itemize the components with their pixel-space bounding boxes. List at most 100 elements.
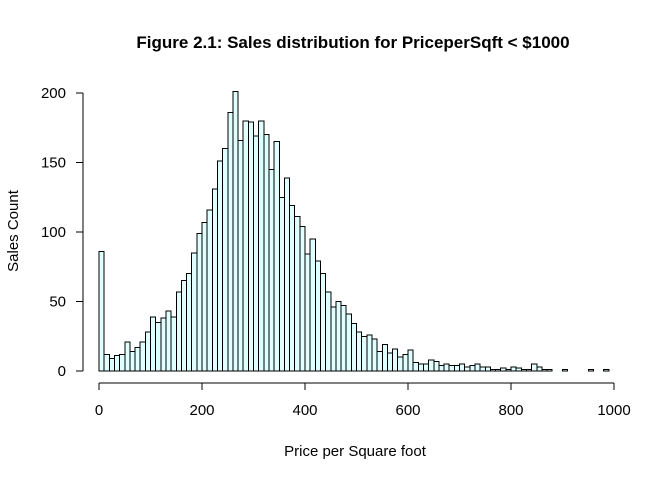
histogram-bar [350, 323, 358, 372]
histogram-bar [587, 369, 594, 372]
histogram-bar [237, 139, 244, 372]
histogram-bar [412, 362, 419, 372]
x-axis-label: Price per Square foot [284, 443, 427, 460]
histogram-bar [242, 120, 249, 372]
histogram-bar [119, 353, 126, 372]
histogram-bar [314, 260, 321, 372]
histogram-bar [150, 316, 157, 372]
histogram-bar [103, 353, 110, 372]
histogram-bar [134, 346, 141, 372]
histogram-bar [402, 353, 409, 372]
histogram-bar [175, 291, 182, 372]
histogram-bar [453, 364, 461, 372]
histogram-bar [407, 349, 414, 372]
histogram-bar [345, 313, 352, 372]
histogram-bar [376, 351, 383, 372]
histogram-bar [319, 273, 327, 372]
histogram-bar [335, 301, 342, 372]
histogram-bar [531, 363, 538, 372]
y-axis-label: Sales Count [5, 189, 22, 272]
histogram-bar [484, 366, 491, 372]
histogram-bar [155, 321, 162, 372]
histogram-bar [165, 310, 172, 372]
x-tick-label: 200 [189, 402, 214, 419]
histogram-bar [144, 331, 152, 372]
x-tick-label: 600 [395, 402, 420, 419]
x-tick-label: 0 [95, 402, 103, 419]
histogram-bar [366, 334, 373, 372]
histogram-bar [258, 120, 265, 372]
x-tick-label: 1000 [597, 402, 630, 419]
histogram-bar [443, 363, 450, 372]
histogram-bar [206, 209, 213, 372]
histogram-bar [330, 306, 337, 372]
histogram-bar [160, 317, 167, 372]
histogram-bar [191, 252, 198, 372]
histogram-bar [273, 141, 280, 372]
histogram-bar [227, 111, 234, 372]
histogram-bars [98, 91, 610, 372]
histogram-bar [381, 344, 388, 372]
histogram-bar [289, 205, 296, 372]
histogram-bar [180, 280, 188, 372]
histogram-bar [129, 351, 136, 372]
histogram-bar [541, 369, 548, 372]
histogram-bar [113, 355, 121, 372]
histogram-bar [361, 335, 368, 372]
y-tick-label: 200 [41, 85, 66, 102]
histogram-bar [98, 250, 105, 372]
histogram-bar [201, 221, 208, 372]
histogram-bar [500, 367, 507, 372]
histogram-bar [386, 352, 394, 372]
histogram-bar [448, 364, 455, 372]
histogram-bar [299, 225, 306, 372]
histogram-bar [469, 364, 476, 372]
x-tick-label: 800 [498, 402, 523, 419]
histogram-bar [392, 348, 399, 372]
histogram-bar [546, 369, 553, 372]
y-tick-label: 50 [49, 294, 66, 311]
histogram-bar [562, 369, 569, 372]
histogram-bar [510, 366, 517, 372]
y-tick-label: 150 [41, 155, 66, 172]
histogram-bar [515, 367, 522, 372]
histogram-bar [216, 160, 224, 372]
y-axis: 0 50 100 150 200 [41, 85, 84, 380]
histogram-bar [170, 316, 177, 372]
histogram-bar [397, 356, 404, 372]
histogram-bar [525, 369, 533, 372]
histogram-bar [495, 369, 502, 372]
y-tick-label: 0 [58, 363, 66, 380]
histogram-bar [417, 363, 424, 372]
histogram-bar [108, 357, 115, 372]
histogram-bar [304, 253, 311, 372]
histogram-bar [438, 364, 445, 372]
histogram-bar [278, 196, 285, 372]
histogram-bar [520, 369, 527, 372]
histogram-bar [428, 359, 435, 372]
histogram-bar [283, 177, 291, 372]
histogram-bar [263, 134, 270, 372]
histogram-bar [268, 168, 275, 372]
histogram-bar [479, 366, 486, 372]
histogram-bar [247, 121, 255, 372]
y-tick-label: 100 [41, 224, 66, 241]
histogram-bar [340, 305, 347, 372]
histogram-bar [222, 148, 229, 372]
histogram-bar [253, 135, 260, 372]
histogram-bar [232, 91, 239, 372]
histogram-bar [489, 369, 497, 372]
histogram-bar [325, 291, 332, 372]
chart-title: Figure 2.1: Sales distribution for Price… [136, 33, 569, 52]
histogram-bar [603, 369, 610, 372]
histogram-bar [139, 341, 146, 372]
histogram-bar [309, 238, 316, 372]
histogram-bar [124, 341, 131, 372]
histogram-bar [186, 273, 193, 372]
histogram-bar [356, 331, 363, 372]
histogram-bar [433, 360, 440, 372]
histogram-bar [294, 216, 301, 372]
histogram-bar [371, 338, 378, 372]
histogram-bar [211, 188, 218, 372]
